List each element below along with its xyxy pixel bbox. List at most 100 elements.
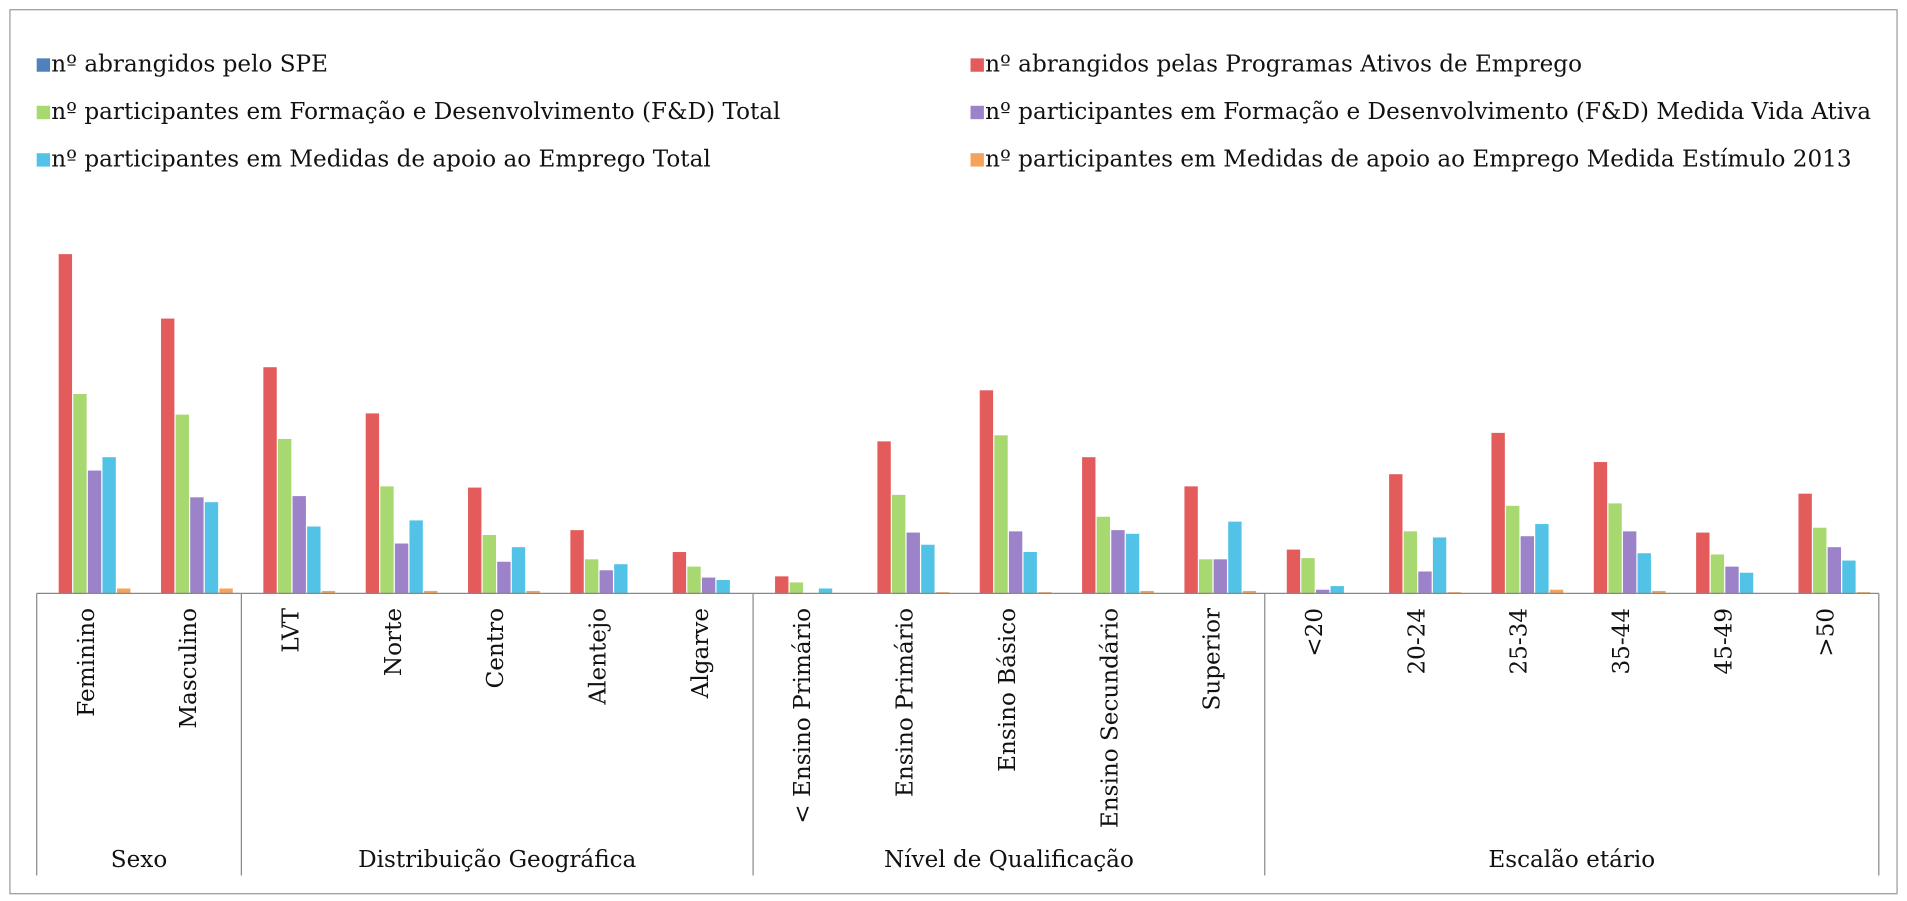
bar: [1140, 590, 1154, 594]
x-tick-label: Ensino Primário: [893, 608, 919, 797]
bar: [263, 367, 277, 594]
bar: [906, 532, 920, 594]
bar: [1082, 457, 1096, 594]
bar: [891, 494, 906, 594]
bar: [1315, 589, 1330, 594]
bar: [1301, 558, 1315, 594]
legend-swatch: [36, 105, 51, 120]
chart-border: [9, 9, 1898, 895]
bar: [701, 577, 716, 594]
bar: [1710, 554, 1725, 594]
bar: [468, 487, 482, 594]
bar: [789, 582, 804, 594]
bar: [921, 544, 935, 594]
bar: [1813, 527, 1827, 594]
group-label: Sexo: [111, 847, 167, 873]
legend-swatch: [970, 58, 984, 72]
bar: [365, 413, 380, 594]
bar: [1213, 559, 1227, 594]
legend-label: nº participantes em Medidas de apoio ao …: [985, 147, 1851, 173]
bar: [1491, 432, 1505, 594]
bar: [1652, 590, 1666, 594]
x-tick-label: Masculino: [176, 608, 202, 729]
x-tick-label: <20: [1302, 608, 1328, 657]
legend-label: nº abrangidos pelo SPE: [51, 52, 328, 78]
bar: [599, 570, 613, 594]
bar: [307, 526, 321, 594]
bar: [380, 486, 394, 594]
bar: [1286, 549, 1301, 594]
bar: [58, 254, 73, 594]
x-tick-label: Ensino Secundário: [1097, 608, 1123, 828]
x-tick-label: Ensino Básico: [995, 608, 1021, 772]
bar: [1637, 553, 1651, 594]
bar: [1827, 547, 1842, 594]
bar: [1842, 560, 1856, 594]
bar: [175, 414, 189, 594]
group-label: Escalão etário: [1488, 847, 1655, 873]
bar: [409, 520, 423, 594]
bar: [117, 588, 131, 594]
bar: [277, 438, 292, 594]
bar: [1389, 474, 1403, 594]
bar: [1506, 505, 1520, 594]
bar: [818, 588, 833, 594]
bar: [1725, 566, 1739, 594]
bar: [1199, 559, 1213, 594]
bar: [482, 535, 497, 594]
bar: [716, 579, 730, 594]
bar: [1535, 524, 1549, 594]
bar: [219, 588, 233, 594]
bar: [1184, 486, 1198, 594]
bar: [73, 393, 87, 594]
legend-swatch: [36, 153, 51, 167]
bar: [1096, 516, 1111, 594]
bar: [161, 318, 175, 594]
bar: [994, 435, 1008, 594]
bar: [1418, 571, 1432, 594]
bar: [1228, 521, 1242, 594]
bar: [775, 576, 789, 594]
bar: [424, 590, 438, 594]
bar: [87, 470, 102, 594]
group-label: Distribuição Geográfica: [358, 847, 636, 873]
bar: [1608, 503, 1622, 594]
bar: [1330, 586, 1344, 594]
x-tick-label: Feminino: [74, 608, 100, 717]
legend-label: nº abrangidos pelas Programas Ativos de …: [985, 52, 1582, 78]
x-tick-label: >50: [1814, 608, 1840, 657]
bar: [292, 496, 306, 594]
bar: [584, 559, 599, 594]
legend-swatch: [36, 58, 51, 72]
x-tick-label: < Ensino Primário: [790, 608, 816, 824]
bar: [1432, 537, 1447, 594]
bar: [1622, 531, 1637, 594]
legend-swatch: [970, 105, 984, 120]
bar: [321, 590, 336, 594]
x-tick-label: 25-34: [1507, 608, 1533, 675]
legend-label: nº participantes em Formação e Desenvolv…: [985, 99, 1871, 125]
bar: [1549, 589, 1564, 594]
x-tick-label: Algarve: [688, 608, 714, 699]
x-tick-label: 20-24: [1404, 608, 1430, 675]
bar: [204, 502, 219, 594]
bar: [511, 547, 526, 594]
bar: [1111, 530, 1125, 594]
bar: [497, 561, 511, 594]
bar: [1242, 590, 1257, 594]
bar: [394, 543, 409, 594]
bar: [687, 566, 701, 594]
bar: [1520, 536, 1535, 594]
x-tick-label: Centro: [483, 608, 509, 688]
x-tick-label: 45-49: [1711, 608, 1737, 675]
bar: [1403, 531, 1418, 594]
bar: [1739, 572, 1754, 594]
legend-swatch: [970, 153, 984, 167]
x-tick-label: Alentejo: [586, 608, 612, 706]
legend-label: nº participantes em Medidas de apoio ao …: [51, 147, 710, 173]
bar: [570, 530, 584, 594]
bar: [614, 564, 628, 594]
bar: [672, 552, 687, 594]
bar: [1696, 532, 1710, 594]
